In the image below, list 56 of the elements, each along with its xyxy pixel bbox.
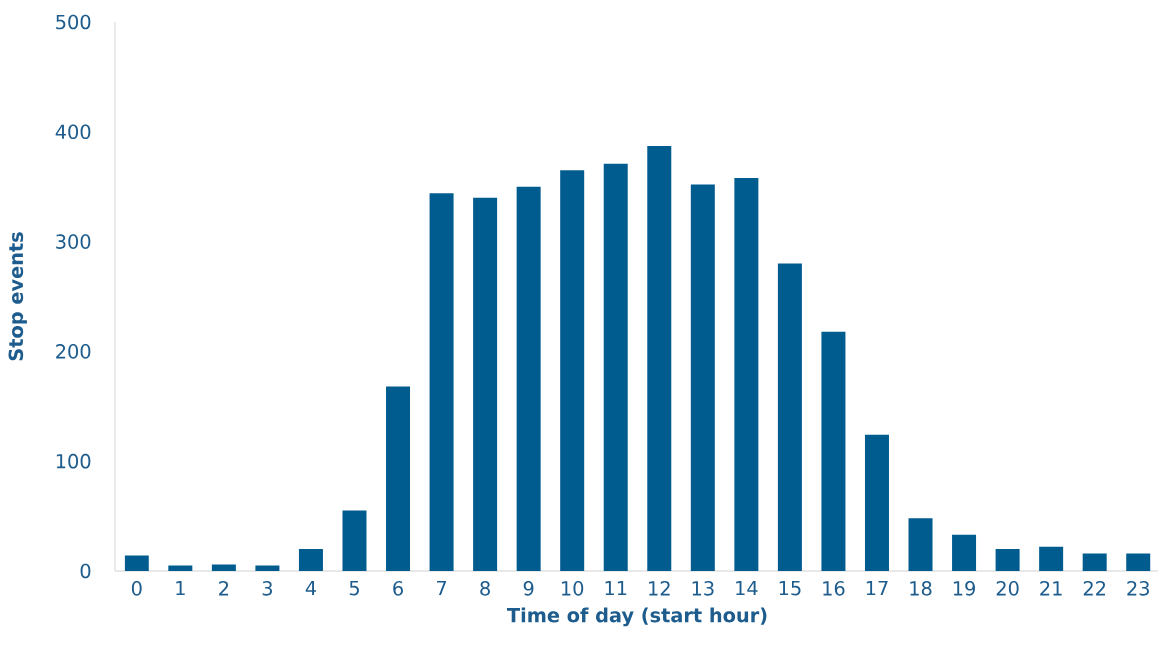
bar bbox=[908, 518, 933, 571]
x-tick-label: 12 bbox=[649, 581, 670, 596]
x-tick-label: 2 bbox=[219, 581, 229, 596]
y-tick-label: 100 bbox=[56, 453, 91, 469]
y-tick-label: 500 bbox=[56, 14, 91, 30]
bar bbox=[473, 197, 498, 571]
x-tick-label: 8 bbox=[480, 581, 490, 596]
bar bbox=[255, 565, 280, 571]
x-tick-label: 7 bbox=[437, 581, 447, 596]
y-tick-label: 200 bbox=[56, 344, 91, 359]
x-tick-label: 21 bbox=[1040, 581, 1062, 596]
bar bbox=[952, 534, 977, 571]
bar bbox=[821, 331, 846, 571]
bar bbox=[1082, 553, 1107, 571]
x-tick-label: 22 bbox=[1083, 581, 1106, 596]
x-tick-label: 9 bbox=[523, 581, 534, 596]
bar bbox=[168, 565, 193, 571]
bar bbox=[298, 549, 323, 571]
x-tick-label: 18 bbox=[910, 581, 932, 596]
x-tick-label: 13 bbox=[692, 581, 714, 596]
y-tick-label: 0 bbox=[80, 563, 91, 579]
x-tick-label: 0 bbox=[131, 581, 142, 596]
x-tick-label: 11 bbox=[605, 581, 627, 596]
x-tick-label: 3 bbox=[262, 581, 272, 596]
bar bbox=[386, 386, 411, 571]
bar bbox=[1039, 546, 1064, 571]
bar bbox=[560, 170, 585, 571]
bar bbox=[777, 263, 802, 571]
x-tick-label: 15 bbox=[779, 581, 801, 596]
x-tick-label: 20 bbox=[996, 581, 1019, 596]
bar bbox=[516, 186, 541, 571]
bar bbox=[647, 146, 672, 571]
bar bbox=[429, 193, 454, 571]
bar bbox=[864, 434, 889, 571]
bar bbox=[211, 564, 236, 571]
x-tick-label: 23 bbox=[1127, 581, 1149, 596]
x-tick-label: 6 bbox=[393, 581, 403, 596]
bar bbox=[1126, 553, 1151, 571]
bar bbox=[995, 549, 1020, 571]
y-axis-title: Stop events bbox=[8, 232, 27, 361]
x-tick-label: 17 bbox=[866, 581, 888, 596]
y-tick-label: 400 bbox=[55, 124, 91, 140]
x-tick-label: 14 bbox=[736, 581, 758, 596]
x-tick-label: 10 bbox=[562, 581, 584, 596]
x-tick-label: 1 bbox=[176, 581, 185, 596]
x-tick-label: 16 bbox=[823, 581, 845, 596]
x-tick-label: 5 bbox=[349, 581, 359, 596]
y-tick-label: 300 bbox=[56, 234, 91, 249]
bar bbox=[342, 510, 367, 571]
bar bbox=[603, 163, 628, 571]
x-axis-title: Time of day (start hour) bbox=[507, 607, 767, 627]
bar bbox=[690, 184, 715, 571]
x-tick-label: 19 bbox=[953, 581, 975, 596]
bar bbox=[734, 177, 759, 571]
bar bbox=[124, 555, 149, 571]
x-tick-label: 4 bbox=[305, 581, 317, 596]
